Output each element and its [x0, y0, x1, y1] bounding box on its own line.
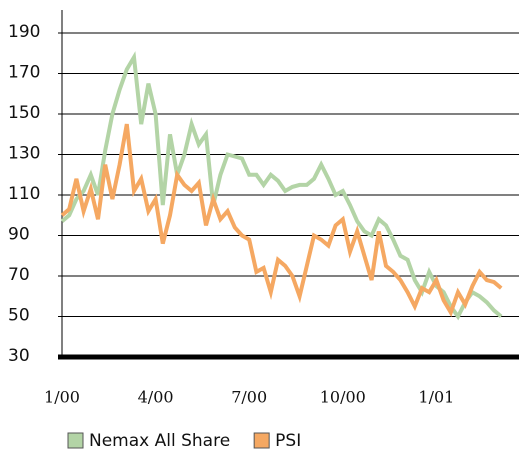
x-tick-label: 1/00: [44, 388, 80, 407]
y-tick-label: 70: [8, 265, 30, 285]
x-tick-label: 1/01: [418, 388, 454, 407]
series-line: [60, 123, 503, 318]
y-tick-label: 150: [8, 103, 40, 123]
y-tick-label: 110: [8, 184, 40, 204]
y-tick-label: 30: [8, 346, 30, 366]
legend-label: Nemax All Share: [89, 431, 230, 451]
legend-label: PSI: [275, 431, 301, 451]
y-tick-label: 50: [8, 306, 30, 326]
legend-swatch: [253, 432, 270, 449]
y-tick-label: 90: [8, 225, 30, 245]
y-tick-label: 170: [8, 63, 40, 83]
legend-swatch: [67, 432, 84, 449]
y-tick-label: 190: [8, 22, 40, 42]
x-tick-label: 4/00: [138, 388, 174, 407]
x-tick-label: 7/00: [231, 388, 267, 407]
x-tick-label: 10/00: [320, 388, 366, 407]
series-line: [60, 51, 503, 321]
y-tick-label: 130: [8, 144, 40, 164]
